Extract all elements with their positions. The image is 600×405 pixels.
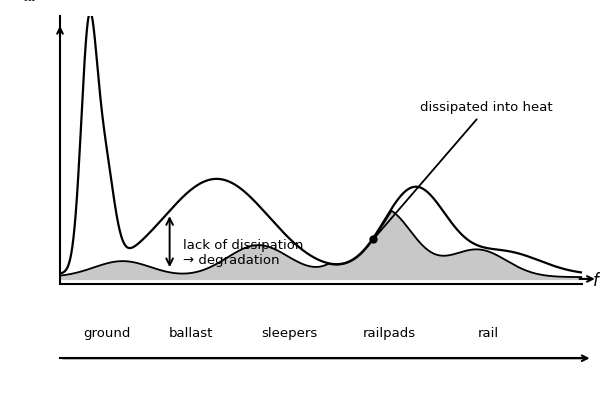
Text: ballast: ballast: [169, 326, 212, 340]
Text: dissipated into heat: dissipated into heat: [375, 101, 553, 237]
Text: lack of dissipation
→ degradation: lack of dissipation → degradation: [182, 239, 303, 267]
Text: $P_{\mathrm{in}}$: $P_{\mathrm{in}}$: [11, 0, 35, 4]
Text: ground: ground: [83, 326, 131, 340]
Text: railpads: railpads: [362, 326, 415, 340]
Text: sleepers: sleepers: [262, 326, 318, 340]
Text: f: f: [592, 272, 598, 290]
Text: rail: rail: [478, 326, 499, 340]
